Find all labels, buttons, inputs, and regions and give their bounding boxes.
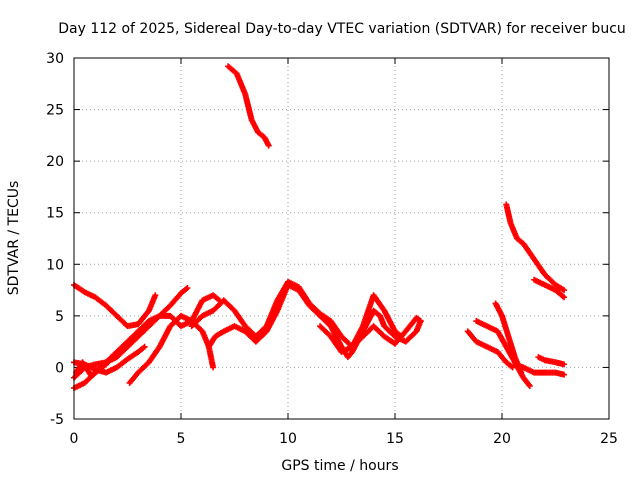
series-arc1 — [71, 281, 159, 330]
tick-labels: 0 5 10 15 20 25 -5 0 5 10 15 20 25 30 — [46, 51, 618, 447]
data-point — [152, 292, 159, 299]
data-points — [71, 63, 568, 392]
data-point — [526, 382, 533, 389]
x-tick-label: 0 — [70, 431, 79, 447]
series-arc11 — [464, 328, 516, 371]
y-tick-label: 20 — [46, 154, 64, 170]
data-point — [561, 361, 568, 368]
plot-frame — [73, 57, 610, 420]
series-arc9 — [317, 314, 424, 355]
data-point — [561, 294, 568, 301]
data-point — [417, 318, 424, 325]
data-point — [265, 142, 272, 149]
series-arc8 — [188, 278, 405, 350]
data-point — [561, 371, 568, 378]
series-arc15 — [535, 354, 568, 368]
x-tick-label: 10 — [279, 431, 297, 447]
series-arc13 — [492, 300, 525, 376]
y-tick-label: 15 — [46, 206, 64, 222]
y-tick-label: -5 — [50, 412, 64, 428]
y-tick-label: 10 — [46, 257, 64, 273]
data-point — [210, 364, 217, 371]
data-point — [509, 364, 516, 371]
x-tick-label: 25 — [600, 431, 618, 447]
data-point — [105, 359, 112, 366]
x-tick-label: 5 — [177, 431, 186, 447]
y-axis-label: SDTVAR / TECUs — [6, 181, 22, 296]
data-point — [184, 285, 191, 292]
x-axis-label: GPS time / hours — [281, 458, 398, 474]
data-point — [561, 287, 568, 294]
y-tick-label: 30 — [46, 51, 64, 67]
data-point — [525, 381, 532, 388]
x-tick-label: 20 — [493, 431, 511, 447]
data-point — [141, 343, 148, 350]
x-tick-label: 15 — [386, 431, 404, 447]
chart-title: Day 112 of 2025, Sidereal Day-to-day VTE… — [58, 21, 626, 37]
series-arc6 — [73, 359, 112, 379]
series-arc10 — [225, 63, 272, 149]
y-tick-label: 5 — [55, 309, 64, 325]
series-arc17 — [531, 276, 568, 301]
data-point — [518, 369, 525, 376]
series-arc14 — [513, 362, 568, 378]
y-tick-label: 0 — [55, 360, 64, 376]
y-tick-label: 25 — [46, 103, 64, 119]
series-arc16 — [503, 201, 568, 294]
